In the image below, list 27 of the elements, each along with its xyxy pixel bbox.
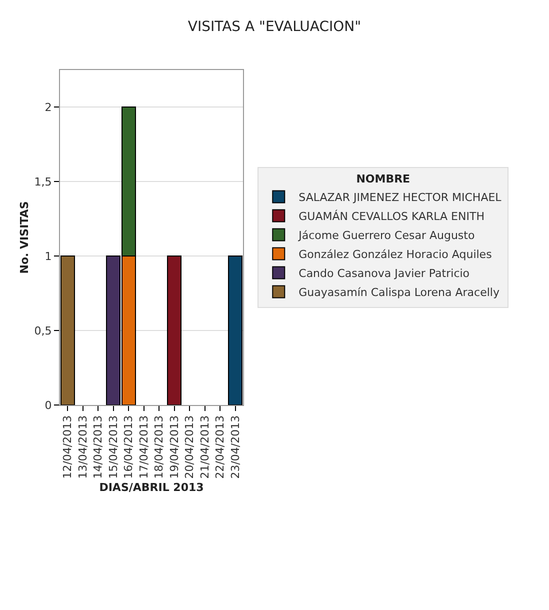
x-tick-label: 16/04/2013 xyxy=(122,415,136,479)
x-tick-label: 20/04/2013 xyxy=(183,415,196,479)
x-tick-label: 22/04/2013 xyxy=(214,415,227,479)
x-tick-label: 17/04/2013 xyxy=(137,415,150,479)
y-tick-label: 2 xyxy=(44,101,52,114)
legend-label: Guayasamín Calispa Lorena Aracelly xyxy=(298,286,500,300)
y-tick-label: 1,5 xyxy=(34,176,52,189)
x-tick-label: 18/04/2013 xyxy=(152,415,166,479)
y-tick-label: 1 xyxy=(44,250,52,263)
x-tick-label: 21/04/2013 xyxy=(198,415,212,479)
legend-label: GUAMÁN CEVALLOS KARLA ENITH xyxy=(298,209,484,224)
x-axis-title: DIAS/ABRIL 2013 xyxy=(99,480,204,494)
x-tick-label: 13/04/2013 xyxy=(76,415,90,479)
y-tick-label: 0 xyxy=(44,398,52,412)
legend-title: NOMBRE xyxy=(356,172,410,186)
x-tick-label: 12/04/2013 xyxy=(61,415,74,479)
legend-label: Jácome Guerrero Cesar Augusto xyxy=(298,229,475,242)
x-tick-label: 19/04/2013 xyxy=(168,415,181,479)
y-axis-title: No. VISITAS xyxy=(18,201,31,274)
legend-label: SALAZAR JIMENEZ HECTOR MICHAEL xyxy=(298,191,502,204)
legend-label: Cando Casanova Javier Patricio xyxy=(298,267,470,280)
x-tick-label: 23/04/2013 xyxy=(228,415,242,479)
legend-label: González González Horacio Aquiles xyxy=(298,248,492,262)
x-tick-label: 14/04/2013 xyxy=(92,415,105,479)
text: VISITAS A "EVALUACION" xyxy=(188,19,362,36)
x-tick-label: 15/04/2013 xyxy=(106,415,120,479)
y-tick-label: 0,5 xyxy=(34,324,52,338)
